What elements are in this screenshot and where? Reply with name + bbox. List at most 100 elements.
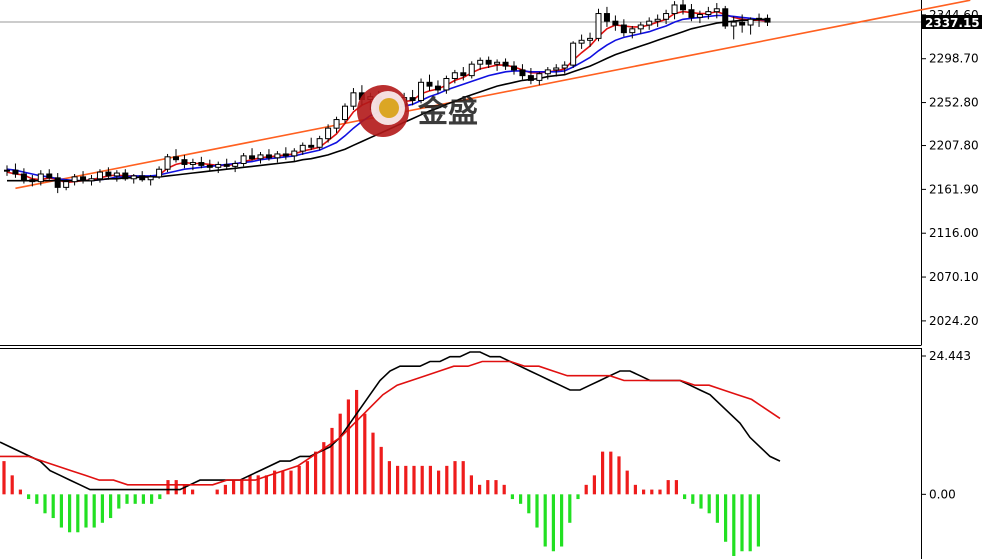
macd-bar bbox=[92, 494, 96, 528]
macd-bar bbox=[527, 494, 531, 514]
macd-bar bbox=[289, 470, 293, 495]
macd-bar bbox=[371, 432, 375, 495]
watermark-logo bbox=[357, 85, 409, 137]
macd-bar bbox=[174, 480, 178, 495]
macd-bar bbox=[617, 456, 621, 495]
candle bbox=[173, 149, 179, 163]
candle bbox=[130, 174, 137, 184]
macd-bar bbox=[510, 494, 514, 500]
macd-bar bbox=[494, 480, 498, 495]
macd-histogram bbox=[2, 389, 760, 556]
candle bbox=[570, 41, 577, 68]
macd-bar bbox=[68, 494, 72, 533]
y-tick-label: 2070.10 bbox=[929, 270, 979, 284]
candle bbox=[688, 4, 695, 22]
macd-bar bbox=[363, 413, 367, 495]
candle bbox=[747, 17, 754, 35]
macd-bar bbox=[133, 494, 137, 504]
macd-bar bbox=[404, 465, 408, 495]
candle bbox=[587, 32, 594, 47]
macd-bar bbox=[117, 494, 121, 509]
candle bbox=[612, 15, 619, 31]
candle bbox=[764, 14, 771, 26]
candle bbox=[468, 61, 475, 79]
macd-bar bbox=[535, 494, 539, 528]
candle bbox=[308, 137, 315, 151]
macd-bar bbox=[502, 484, 506, 495]
macd-bar bbox=[683, 494, 687, 500]
macd-bar bbox=[51, 494, 55, 519]
candle bbox=[426, 74, 433, 91]
macd-bar bbox=[396, 465, 400, 495]
macd-bar bbox=[412, 465, 416, 495]
macd-bar bbox=[109, 494, 113, 519]
macd-bar bbox=[453, 461, 457, 495]
macd-bar bbox=[264, 475, 268, 495]
candle bbox=[519, 64, 526, 80]
candle bbox=[37, 170, 44, 186]
macd-bar bbox=[346, 399, 350, 495]
candle bbox=[451, 69, 458, 84]
candle bbox=[249, 148, 256, 161]
price-tag-bg bbox=[922, 15, 982, 30]
y-tick-label: 2024.20 bbox=[929, 314, 979, 328]
candle bbox=[671, 1, 678, 20]
candle bbox=[333, 116, 340, 133]
candle bbox=[80, 171, 87, 184]
upper-y-axis: 2344.602298.702252.802207.802161.902116.… bbox=[921, 8, 979, 328]
macd-bar bbox=[724, 494, 728, 542]
candle bbox=[629, 25, 636, 39]
price-tag-label: 2337.15 bbox=[925, 16, 980, 30]
candle bbox=[620, 19, 627, 37]
candle bbox=[325, 124, 332, 143]
macd-bar bbox=[18, 489, 22, 495]
candle bbox=[20, 168, 27, 184]
candle bbox=[46, 169, 53, 180]
candle bbox=[282, 147, 289, 160]
candle bbox=[181, 154, 188, 169]
macd-bar bbox=[699, 494, 703, 509]
logo-gold-dot-icon bbox=[379, 98, 399, 118]
macd-bar bbox=[707, 494, 711, 514]
candle bbox=[502, 58, 509, 70]
macd-bar bbox=[338, 413, 342, 495]
candle bbox=[595, 8, 602, 42]
candle bbox=[485, 56, 492, 68]
macd-bar bbox=[650, 489, 654, 495]
macd-bar bbox=[314, 451, 318, 495]
candle bbox=[705, 6, 712, 20]
macd-bar bbox=[273, 470, 277, 495]
macd-line-2 bbox=[0, 360, 781, 486]
candle bbox=[477, 57, 484, 70]
candle bbox=[316, 135, 323, 151]
y-tick-label: 2161.90 bbox=[929, 182, 979, 196]
macd-bar bbox=[35, 494, 39, 504]
candle bbox=[257, 152, 264, 164]
candle bbox=[274, 151, 281, 163]
candle bbox=[730, 16, 737, 40]
macd-bar bbox=[560, 494, 564, 547]
macd-lines bbox=[0, 351, 781, 491]
candle bbox=[434, 80, 441, 94]
macd-bar bbox=[437, 470, 441, 495]
macd-bar bbox=[191, 489, 195, 495]
candle bbox=[71, 174, 78, 186]
current-price-tag: 2337.15 bbox=[922, 15, 982, 30]
candle bbox=[189, 158, 196, 171]
macd-bar bbox=[748, 494, 752, 552]
macd-y-tick-label: 24.443 bbox=[929, 349, 971, 363]
macd-bar bbox=[297, 465, 301, 495]
macd-bar bbox=[674, 480, 678, 495]
y-tick-label: 2207.80 bbox=[929, 139, 979, 153]
candle bbox=[265, 149, 272, 161]
macd-bar bbox=[223, 484, 227, 495]
candle bbox=[232, 160, 239, 173]
candle bbox=[54, 173, 61, 194]
macd-bar bbox=[305, 461, 309, 495]
candle bbox=[96, 169, 103, 183]
candle bbox=[12, 163, 19, 178]
macd-bar bbox=[601, 451, 605, 495]
macd-bar bbox=[609, 451, 613, 495]
macd-bar bbox=[150, 494, 154, 504]
